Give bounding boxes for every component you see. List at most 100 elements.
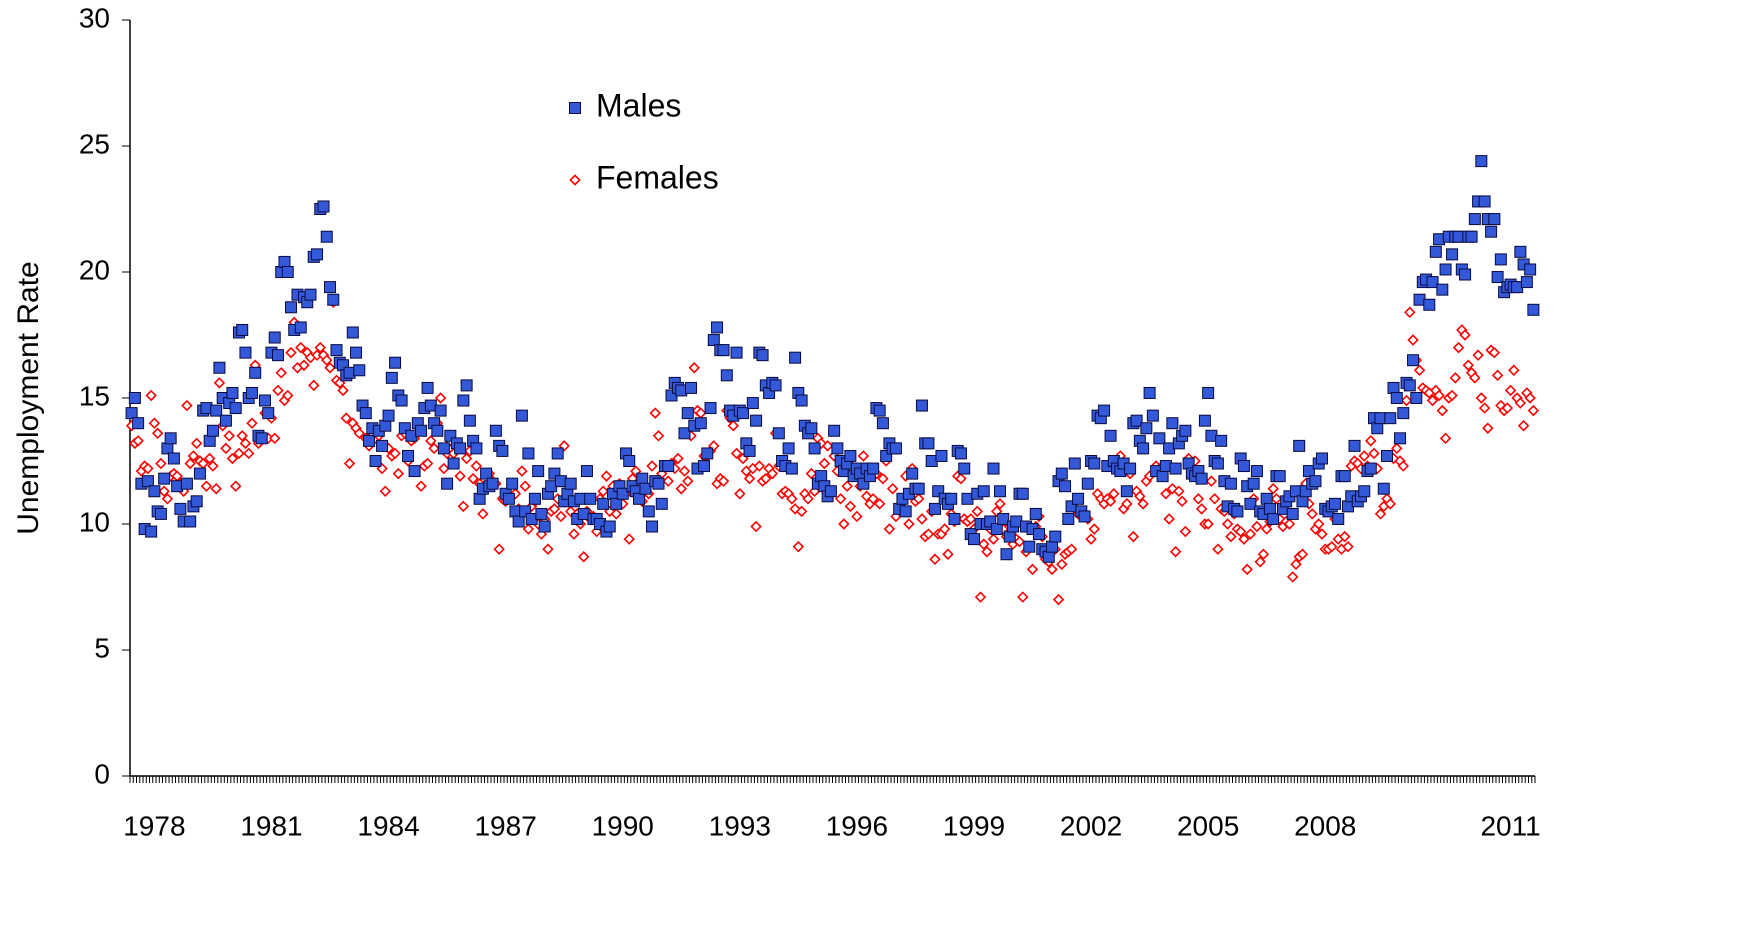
point: [597, 497, 610, 510]
point: [376, 439, 389, 452]
point: [1446, 389, 1458, 402]
point: [1426, 394, 1439, 407]
point: [1179, 525, 1192, 538]
y-tick-label: 30: [79, 2, 110, 33]
point: [886, 482, 899, 495]
point: [1387, 381, 1400, 394]
point: [717, 344, 730, 357]
point: [441, 477, 454, 490]
point: [1397, 460, 1410, 472]
point: [727, 419, 740, 432]
point: [786, 493, 798, 505]
point: [1163, 513, 1175, 525]
point: [564, 477, 577, 490]
point: [922, 528, 935, 540]
point: [737, 407, 750, 420]
x-tick-label: 1996: [826, 810, 888, 841]
point: [158, 485, 170, 497]
point: [207, 460, 219, 472]
point: [379, 419, 392, 432]
point: [1358, 450, 1370, 462]
point: [743, 444, 756, 457]
point: [1391, 442, 1403, 455]
point: [1316, 528, 1328, 540]
point: [1016, 487, 1029, 500]
point: [1527, 404, 1540, 417]
point: [1088, 523, 1101, 535]
point: [1250, 465, 1263, 478]
point: [519, 480, 531, 492]
point: [1306, 508, 1318, 520]
point: [1173, 485, 1185, 497]
point: [434, 392, 447, 404]
point: [161, 442, 174, 455]
point: [1338, 470, 1351, 483]
point: [967, 533, 980, 546]
point: [535, 507, 548, 520]
point: [516, 465, 528, 477]
point: [415, 424, 428, 437]
point: [1452, 341, 1465, 354]
x-tick-label: 1990: [592, 810, 654, 841]
point: [258, 394, 271, 407]
point: [993, 485, 1006, 498]
point: [958, 462, 971, 475]
point: [428, 442, 440, 455]
point: [1033, 528, 1046, 541]
point: [1514, 245, 1527, 258]
point: [1212, 543, 1224, 555]
point: [769, 379, 782, 392]
point: [359, 407, 372, 420]
point: [1146, 409, 1159, 422]
point: [246, 417, 258, 429]
point: [1400, 394, 1413, 407]
point: [1332, 512, 1345, 525]
point: [1156, 470, 1169, 483]
point: [889, 442, 902, 455]
point: [1241, 563, 1253, 576]
point: [974, 591, 987, 603]
point: [233, 447, 245, 460]
point: [1377, 482, 1390, 495]
legend-marker: [569, 174, 581, 186]
point: [548, 503, 561, 515]
point: [903, 518, 915, 530]
point: [1449, 372, 1462, 384]
y-axis-label: Unemployment Rate: [12, 261, 45, 534]
point: [268, 432, 281, 445]
point: [142, 462, 154, 475]
point: [1293, 439, 1306, 452]
point: [548, 467, 561, 480]
point: [496, 444, 509, 457]
point: [415, 480, 427, 492]
point: [1049, 530, 1062, 543]
point: [984, 515, 997, 528]
point: [470, 460, 483, 472]
point: [662, 460, 675, 473]
x-tick-label: 1981: [240, 810, 302, 841]
point: [685, 381, 698, 394]
point: [295, 341, 307, 354]
point: [1286, 571, 1299, 583]
point: [1517, 419, 1530, 432]
point: [272, 384, 284, 397]
point: [1088, 457, 1101, 470]
point: [1237, 460, 1250, 473]
point: [1000, 548, 1013, 561]
point: [284, 301, 297, 314]
point: [1410, 392, 1423, 404]
point: [883, 523, 896, 535]
x-tick-label: 1984: [357, 810, 419, 841]
point: [1527, 303, 1540, 316]
point: [379, 485, 392, 497]
point: [1068, 457, 1081, 470]
point: [646, 460, 658, 472]
point: [271, 349, 284, 362]
y-tick-label: 25: [79, 128, 110, 159]
point: [932, 485, 945, 498]
point: [1257, 548, 1270, 560]
point: [802, 493, 814, 505]
point: [899, 505, 912, 518]
point: [509, 488, 522, 500]
